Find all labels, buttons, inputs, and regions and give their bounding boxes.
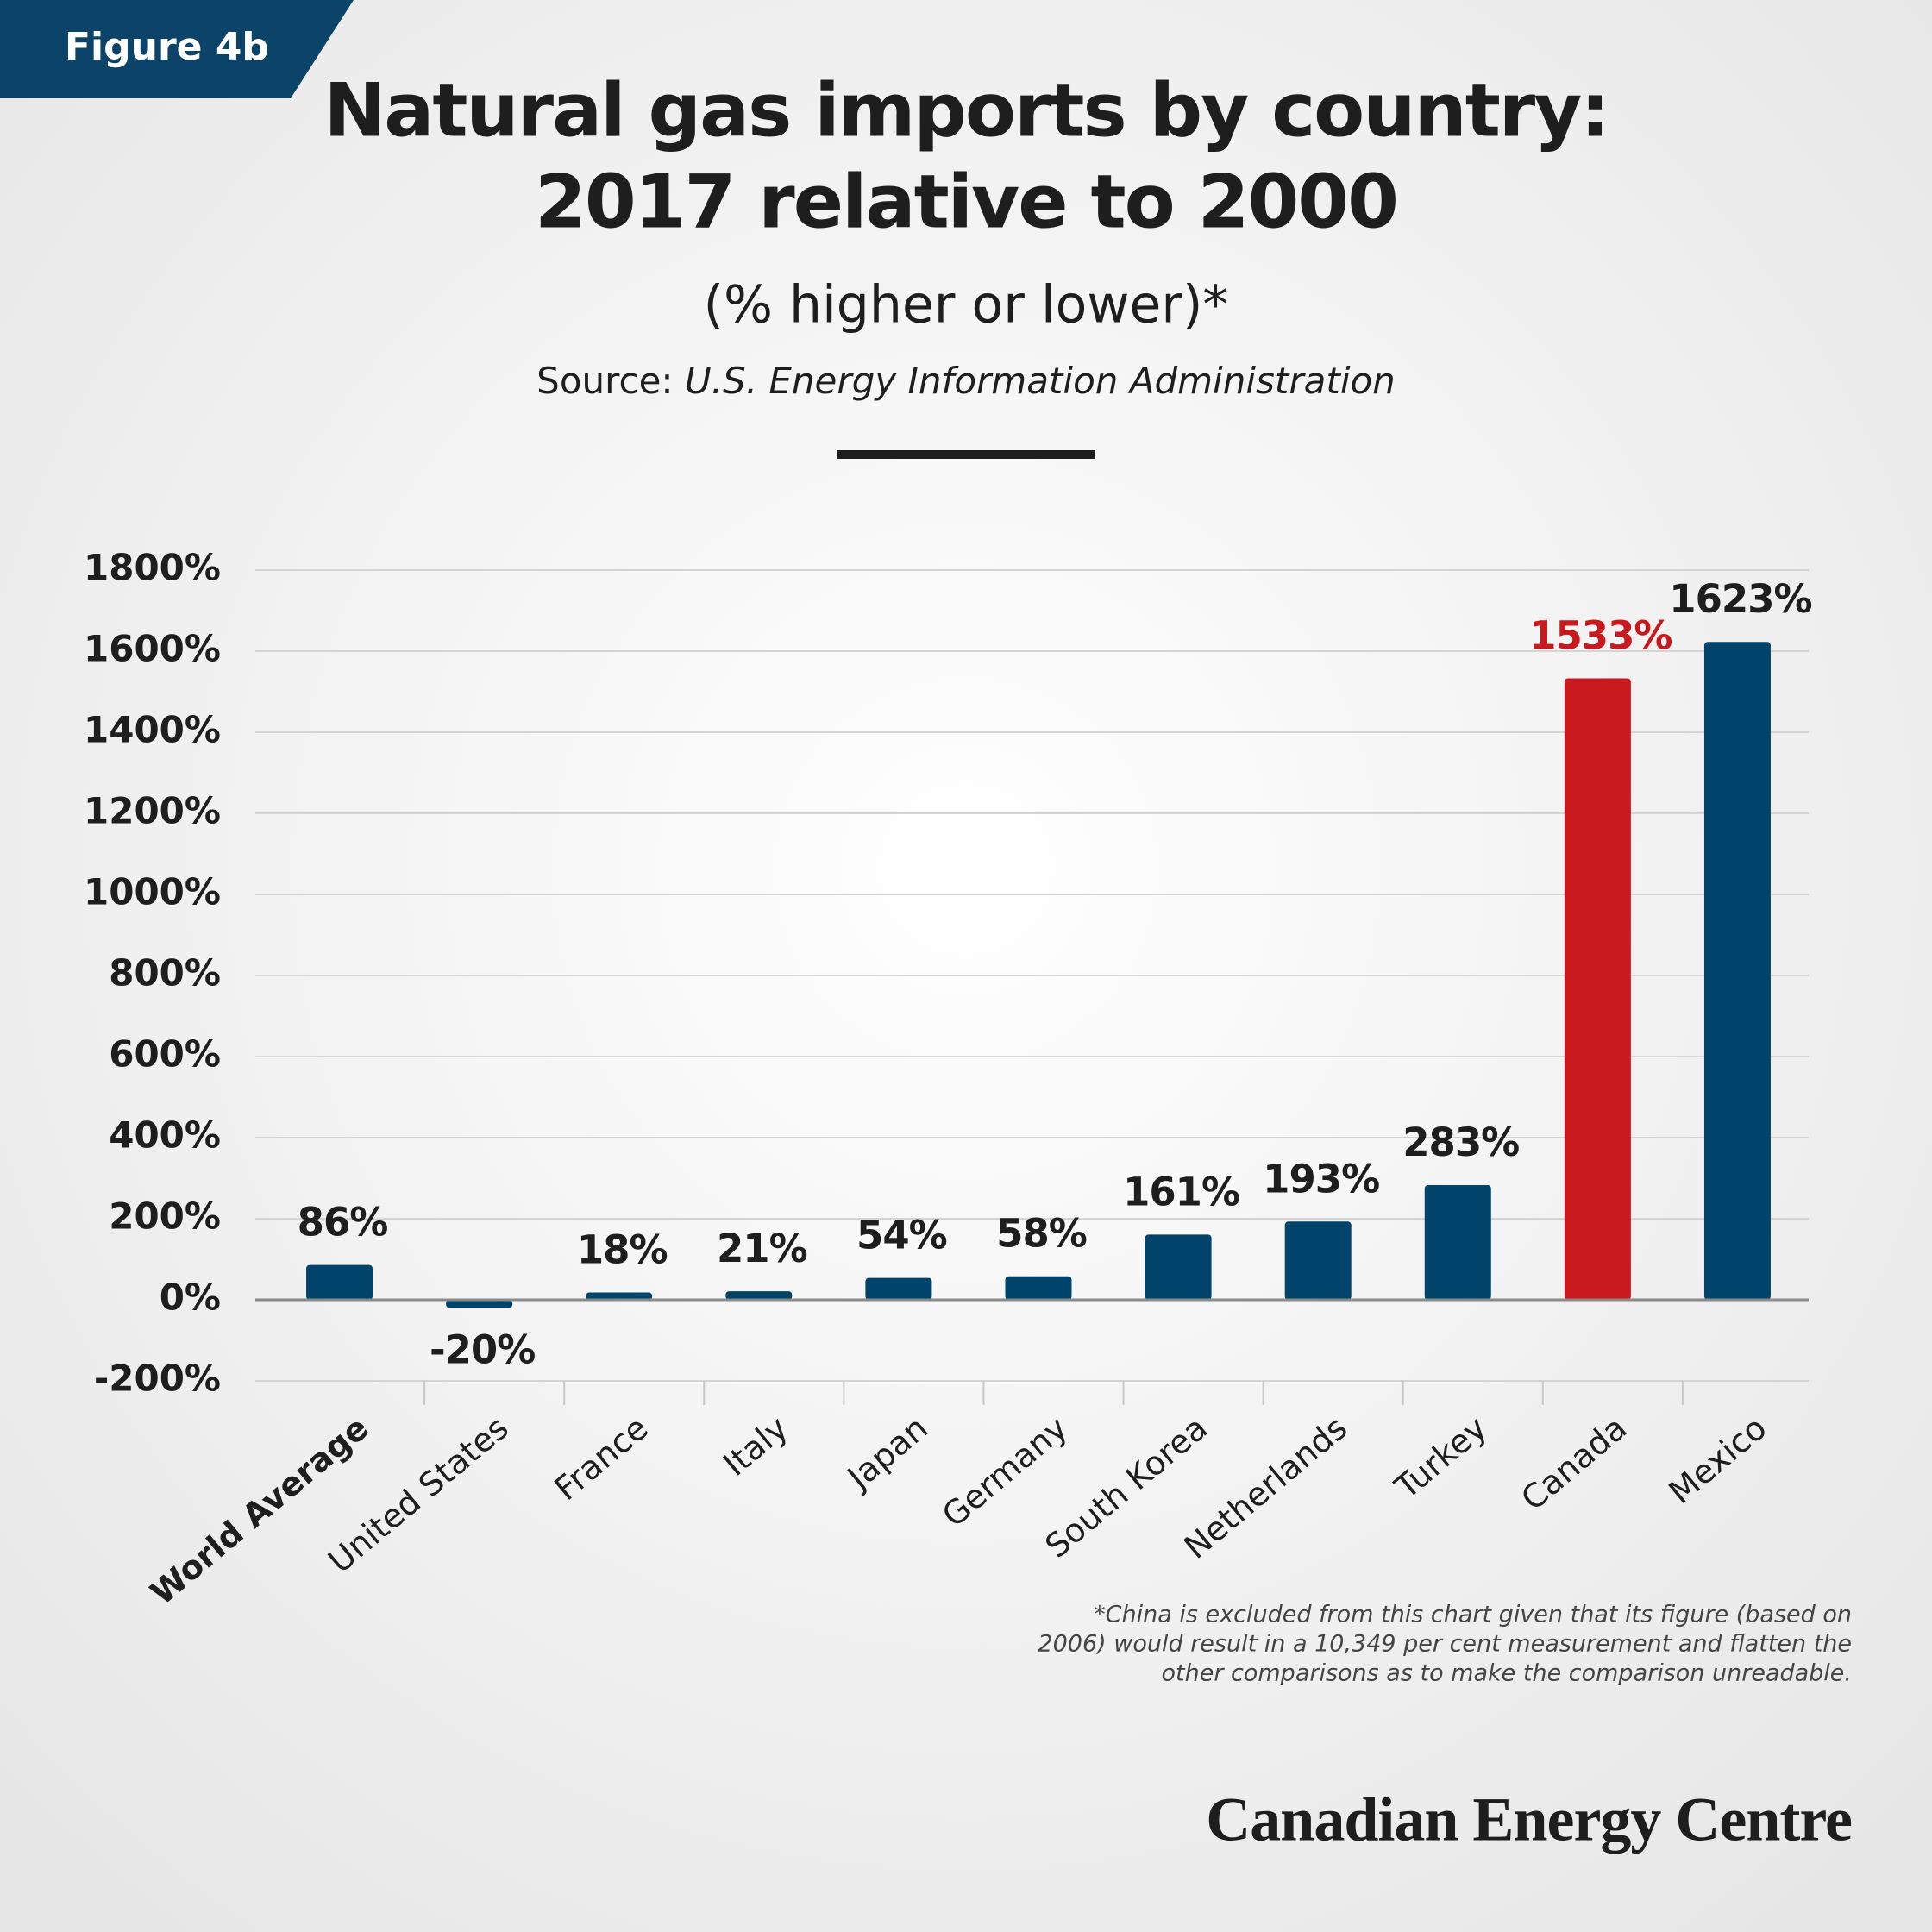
y-tick-label: 400% <box>109 1114 221 1157</box>
y-tick-label: 0% <box>160 1276 221 1319</box>
source-label: Source: <box>536 360 673 402</box>
value-label: 86% <box>298 1200 388 1245</box>
value-label: 1623% <box>1669 576 1811 622</box>
footnote: *China is excluded from this chart given… <box>1094 1602 1852 1628</box>
source-name: U.S. Energy Information Administration <box>685 360 1396 402</box>
value-label: 283% <box>1402 1120 1519 1165</box>
y-tick-label: 600% <box>109 1033 221 1076</box>
separator <box>837 450 1095 459</box>
bar <box>1145 1234 1212 1300</box>
bar <box>1564 678 1631 1300</box>
figure-banner <box>0 0 354 98</box>
y-tick-label: -200% <box>94 1358 221 1400</box>
footnote: 2006) would result in a 10,349 per cent … <box>1038 1631 1852 1658</box>
bar <box>1703 642 1771 1300</box>
y-tick-label: 1200% <box>84 790 221 832</box>
y-tick-label: 200% <box>109 1195 221 1238</box>
value-label: 58% <box>996 1211 1087 1257</box>
bar <box>1005 1276 1072 1300</box>
chart-subtitle: (% higher or lower)* <box>704 275 1229 336</box>
footnote: other comparisons as to make the compari… <box>1162 1660 1853 1687</box>
value-label: 161% <box>1123 1169 1239 1214</box>
bar <box>865 1277 932 1300</box>
bar <box>586 1292 653 1300</box>
y-tick-label: 1800% <box>84 547 221 589</box>
y-tick-label: 1400% <box>84 709 221 751</box>
y-tick-label: 1600% <box>84 628 221 670</box>
y-tick-label: 1000% <box>84 871 221 913</box>
value-label: -20% <box>430 1327 535 1372</box>
chart-title: 2017 relative to 2000 <box>535 159 1397 245</box>
value-label: 21% <box>717 1226 807 1271</box>
source: Source: U.S. Energy Information Administ… <box>536 360 1396 402</box>
figure-label: Figure 4b <box>65 25 269 69</box>
value-label: 54% <box>856 1213 947 1258</box>
bar <box>725 1291 793 1300</box>
bar <box>306 1264 373 1300</box>
bar <box>1424 1184 1491 1300</box>
y-tick-label: 800% <box>109 952 221 994</box>
bar <box>1284 1221 1352 1300</box>
value-label: 18% <box>577 1227 668 1273</box>
brand: Canadian Energy Centre <box>1206 1785 1852 1854</box>
value-label: 1533% <box>1529 612 1672 658</box>
chart-title: Natural gas imports by country: <box>323 67 1608 154</box>
bar <box>446 1300 513 1308</box>
value-label: 193% <box>1263 1156 1379 1201</box>
